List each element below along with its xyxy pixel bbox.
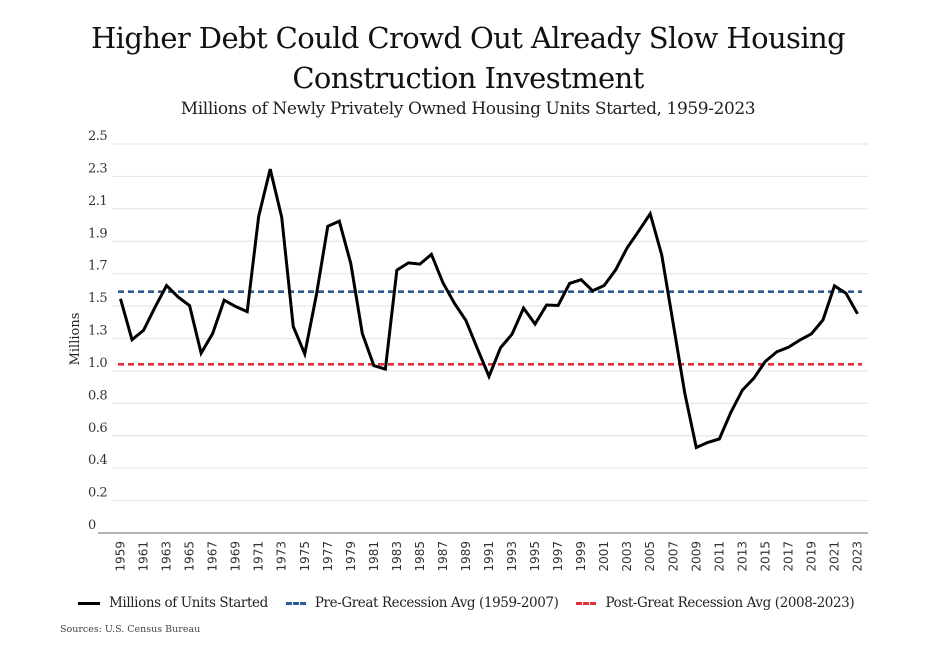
- chart-title: Higher Debt Could Crowd Out Already Slow…: [0, 18, 936, 98]
- legend: Millions of Units Started Pre-Great Rece…: [78, 595, 872, 611]
- x-tick-label: 2013: [735, 541, 749, 572]
- legend-label: Pre-Great Recession Avg (1959-2007): [314, 595, 559, 611]
- source-note: Sources: U.S. Census Bureau: [60, 624, 201, 635]
- x-tick-label: 2009: [689, 541, 703, 572]
- average-lines: [118, 290, 862, 366]
- y-tick-label: 0.6: [88, 421, 107, 436]
- x-tick-label: 2001: [597, 541, 611, 572]
- y-tick-label: 0: [88, 518, 96, 533]
- legend-swatch-red-dashed: [576, 601, 597, 605]
- y-tick-label: 1.9: [88, 226, 107, 241]
- x-tick-label: 1965: [183, 541, 197, 572]
- x-tick-label: 1993: [505, 541, 519, 572]
- x-tick-label: 2005: [643, 541, 657, 572]
- chart-subtitle: Millions of Newly Privately Owned Housin…: [180, 99, 756, 119]
- y-tick-label: 0.8: [88, 388, 107, 403]
- x-tick-label: 1995: [528, 541, 542, 572]
- y-tick-label: 2.3: [88, 161, 107, 176]
- x-tick-label: 2011: [712, 541, 726, 572]
- y-tick-label: 0.2: [88, 486, 107, 501]
- x-tick-label: 2023: [851, 541, 865, 572]
- y-tick-label: 1.0: [88, 356, 107, 371]
- x-tick-label: 1989: [459, 541, 473, 572]
- x-tick-label: 1961: [137, 541, 151, 572]
- gridlines: [112, 143, 868, 502]
- x-tick-label: 1971: [252, 541, 266, 572]
- x-tick-label: 1969: [229, 541, 243, 572]
- legend-swatch-blue-dashed: [285, 601, 306, 605]
- x-tick-label: 1973: [275, 541, 289, 572]
- x-tick-label: 1959: [114, 541, 128, 572]
- legend-item-pre-recession-avg: Pre-Great Recession Avg (1959-2007): [285, 595, 559, 611]
- y-tick-label: 1.7: [88, 259, 107, 274]
- series-line-units-started: [119, 168, 859, 450]
- x-tick-label: 2015: [758, 541, 772, 572]
- y-axis-ticks: 0 0.2 0.4 0.6 0.8 1.0 1.3 1.5 1.7 1.9 2.1 2.3 2.5: [88, 129, 108, 533]
- x-tick-label: 1997: [551, 541, 565, 572]
- legend-label: Millions of Units Started: [109, 595, 268, 611]
- x-tick-label: 2019: [804, 541, 818, 572]
- x-tick-label: 1963: [160, 541, 174, 572]
- x-tick-label: 2021: [827, 541, 841, 572]
- legend-item-units-started: Millions of Units Started: [78, 595, 268, 611]
- y-tick-label: 1.5: [88, 291, 107, 306]
- y-tick-label: 0.4: [88, 453, 107, 468]
- legend-label: Post-Great Recession Avg (2008-2023): [605, 595, 855, 611]
- y-axis-label: Millions: [68, 313, 83, 366]
- y-tick-label: 2.5: [88, 129, 107, 144]
- y-tick-label: 2.1: [88, 194, 107, 209]
- legend-swatch-solid: [78, 601, 100, 605]
- chart-title-line-2: Construction Investment: [292, 61, 644, 95]
- line-chart: 0 0.2 0.4 0.6 0.8 1.0 1.3 1.5 1.7 1.9 2.1 2.3 2.5 Mi…: [68, 129, 868, 572]
- x-tick-label: 2007: [666, 541, 680, 572]
- x-tick-label: 1981: [367, 541, 381, 572]
- x-tick-label: 1999: [574, 541, 588, 572]
- x-tick-label: 1967: [206, 541, 220, 572]
- x-tick-label: 1987: [436, 541, 450, 572]
- x-axis-ticks: 1959 1961 1963 1965 1967 1969 1971 1973 1975 1977…: [114, 541, 865, 572]
- x-tick-label: 2003: [620, 541, 634, 572]
- series-points: [120, 169, 857, 448]
- x-tick-label: 1985: [413, 541, 427, 572]
- legend-item-post-recession-avg: Post-Great Recession Avg (2008-2023): [576, 595, 855, 611]
- x-tick-label: 1977: [321, 541, 335, 572]
- x-tick-label: 2017: [781, 541, 795, 572]
- chart-title-line-1: Higher Debt Could Crowd Out Already Slow…: [90, 21, 846, 55]
- x-tick-label: 1991: [482, 541, 496, 572]
- y-tick-label: 1.3: [88, 324, 107, 339]
- x-tick-label: 1979: [344, 541, 358, 572]
- x-tick-label: 1983: [390, 541, 404, 572]
- x-tick-label: 1975: [298, 541, 312, 572]
